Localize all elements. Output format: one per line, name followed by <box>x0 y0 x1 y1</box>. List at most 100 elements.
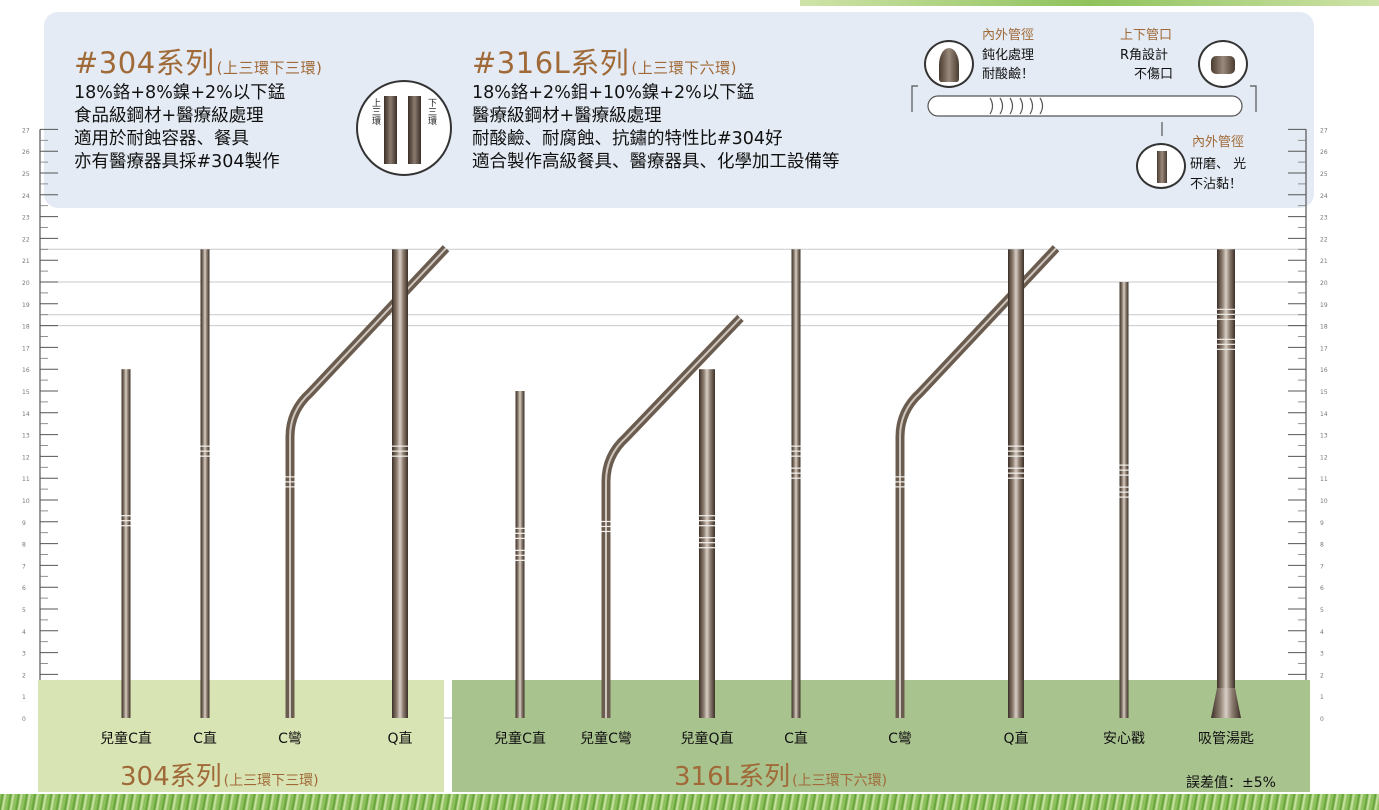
ruler-tick-label: 0 <box>1320 716 1324 723</box>
ruler-tick-label: 8 <box>22 542 26 549</box>
ruler-tick-label: 3 <box>1320 651 1324 658</box>
feature-polish-title: 內外管徑 <box>1192 135 1245 150</box>
ruler-tick-label: 15 <box>1320 389 1328 396</box>
ruler-tick-label: 19 <box>22 302 30 309</box>
tube-diagram-ring <box>1039 97 1044 115</box>
ruler-tick-label: 21 <box>22 258 30 265</box>
series316-title: #316L系列 (上三環下六環) <box>472 40 737 82</box>
ruler-tick-label: 26 <box>22 149 30 156</box>
straw-highlight <box>289 247 447 718</box>
series304-ring-detail: 上三環 下三環 <box>356 80 452 176</box>
feature-mouth-line1: R角設計 <box>1120 48 1169 63</box>
ruler-tick-label: 22 <box>1320 236 1328 243</box>
ruler-tick-label: 10 <box>22 498 30 505</box>
ruler-tick-label: 18 <box>22 324 30 331</box>
footer-316-title-sub: (上三環下六環) <box>792 773 888 789</box>
straw-label: 兒童C直 <box>100 731 152 747</box>
series316-title-text: #316L系列 <box>472 46 630 80</box>
straw-highlight <box>899 247 1057 718</box>
footer-band-316 <box>452 680 1310 792</box>
footer-316-title: 316L系列 (上三環下六環) <box>674 756 887 793</box>
footer-304-title-text: 304系列 <box>120 762 222 792</box>
ring-top-label: 上三環 <box>370 98 380 125</box>
straw-label: C直 <box>193 731 217 747</box>
ruler-tick-label: 27 <box>1320 127 1328 134</box>
grass-top <box>800 0 1379 6</box>
ruler-tick-label: 24 <box>22 193 30 200</box>
ruler-tick-label: 4 <box>1320 629 1324 636</box>
tube-diagram-ring <box>1029 97 1034 115</box>
ruler-tick-label: 9 <box>22 520 26 527</box>
straw-straight <box>699 369 715 718</box>
straw-highlight <box>605 317 742 718</box>
series316-title-sub: (上三環下六環) <box>631 59 738 77</box>
ruler-tick-label: 14 <box>1320 411 1328 418</box>
feature-inner-outer-line1: 鈍化處理 <box>982 48 1035 63</box>
straw-straight <box>515 391 525 718</box>
tube-mouth-icon <box>1198 40 1248 88</box>
series316-spec-line: 醫療級鋼材+醫療級處理 <box>472 106 662 126</box>
straw-straight <box>791 249 801 719</box>
straw-label: 安心戳 <box>1103 731 1145 747</box>
feature-mouth-title: 上下管口 <box>1120 28 1173 43</box>
footer-band-304 <box>38 680 444 792</box>
ruler-tick-label: 24 <box>1320 193 1328 200</box>
straw-bent <box>285 245 450 718</box>
footer-304-title: 304系列 (上三環下三環) <box>120 756 319 793</box>
ruler-tick-label: 3 <box>22 651 26 658</box>
ruler-tick-label: 5 <box>22 607 26 614</box>
ring-tube-icon <box>384 96 397 164</box>
tube-diagram-ring <box>999 97 1004 115</box>
straw-straight <box>200 249 210 719</box>
ruler-tick-label: 2 <box>22 672 26 679</box>
ruler-tick-label: 20 <box>22 280 30 287</box>
ruler-tick-label: 14 <box>22 411 30 418</box>
tube-diagram-ring <box>989 97 994 115</box>
ruler-tick-label: 27 <box>22 127 30 134</box>
straw-label: 兒童C彎 <box>580 731 632 747</box>
straw-label: C彎 <box>888 731 912 747</box>
bracket-left <box>911 85 918 112</box>
tolerance-note: 誤差值：±5% <box>1186 775 1276 791</box>
footer-316-title-text: 316L系列 <box>674 762 791 792</box>
ruler-tick-label: 13 <box>1320 433 1328 440</box>
straw-straight <box>121 369 131 718</box>
straw-bent <box>895 245 1060 718</box>
ruler-tick-label: 17 <box>1320 345 1328 352</box>
ruler-tick-label: 16 <box>1320 367 1328 374</box>
straw-label: 吸管湯匙 <box>1198 731 1254 747</box>
ruler-tick-label: 7 <box>22 563 26 570</box>
ring-tube-icon <box>408 96 421 164</box>
tube-polish-shape <box>1157 151 1167 183</box>
series316-spec-line: 18%鉻+2%鉬+10%鎳+2%以下錳 <box>472 83 755 103</box>
ruler-tick-label: 12 <box>22 454 30 461</box>
ruler-tick-label: 9 <box>1320 520 1324 527</box>
series304-specs: 18%鉻+8%鎳+2%以下錳 食品級鋼材+醫療級處理 適用於耐蝕容器、餐具 亦有… <box>74 82 285 174</box>
straw-label: 兒童Q直 <box>680 731 734 747</box>
series304-spec-line: 適用於耐蝕容器、餐具 <box>74 129 249 149</box>
ruler-tick-label: 8 <box>1320 542 1324 549</box>
series304-title-text: #304系列 <box>74 46 215 80</box>
ruler-tick-label: 19 <box>1320 302 1328 309</box>
straw-bent <box>601 314 744 718</box>
ruler-tick-label: 22 <box>22 236 30 243</box>
ruler-tick-label: 7 <box>1320 563 1324 570</box>
tube-end-shape <box>939 48 959 82</box>
tube-diagram <box>927 95 1243 117</box>
ruler-tick-label: 17 <box>22 345 30 352</box>
straw-straight <box>1008 249 1024 719</box>
straw-label: Q直 <box>387 731 413 747</box>
ring-bottom-label: 下三環 <box>426 98 436 125</box>
feature-polish-line1: 研磨、 光 <box>1190 157 1247 172</box>
feature-inner-outer-title: 內外管徑 <box>982 28 1035 43</box>
straw-label: Q直 <box>1003 731 1029 747</box>
feature-polish-line2: 不沾黏！ <box>1190 177 1243 192</box>
ruler-tick-label: 25 <box>1320 171 1328 178</box>
bracket-right <box>1250 85 1257 112</box>
ruler-tick-label: 18 <box>1320 324 1328 331</box>
ruler-tick-label: 15 <box>22 389 30 396</box>
ruler-tick-label: 10 <box>1320 498 1328 505</box>
